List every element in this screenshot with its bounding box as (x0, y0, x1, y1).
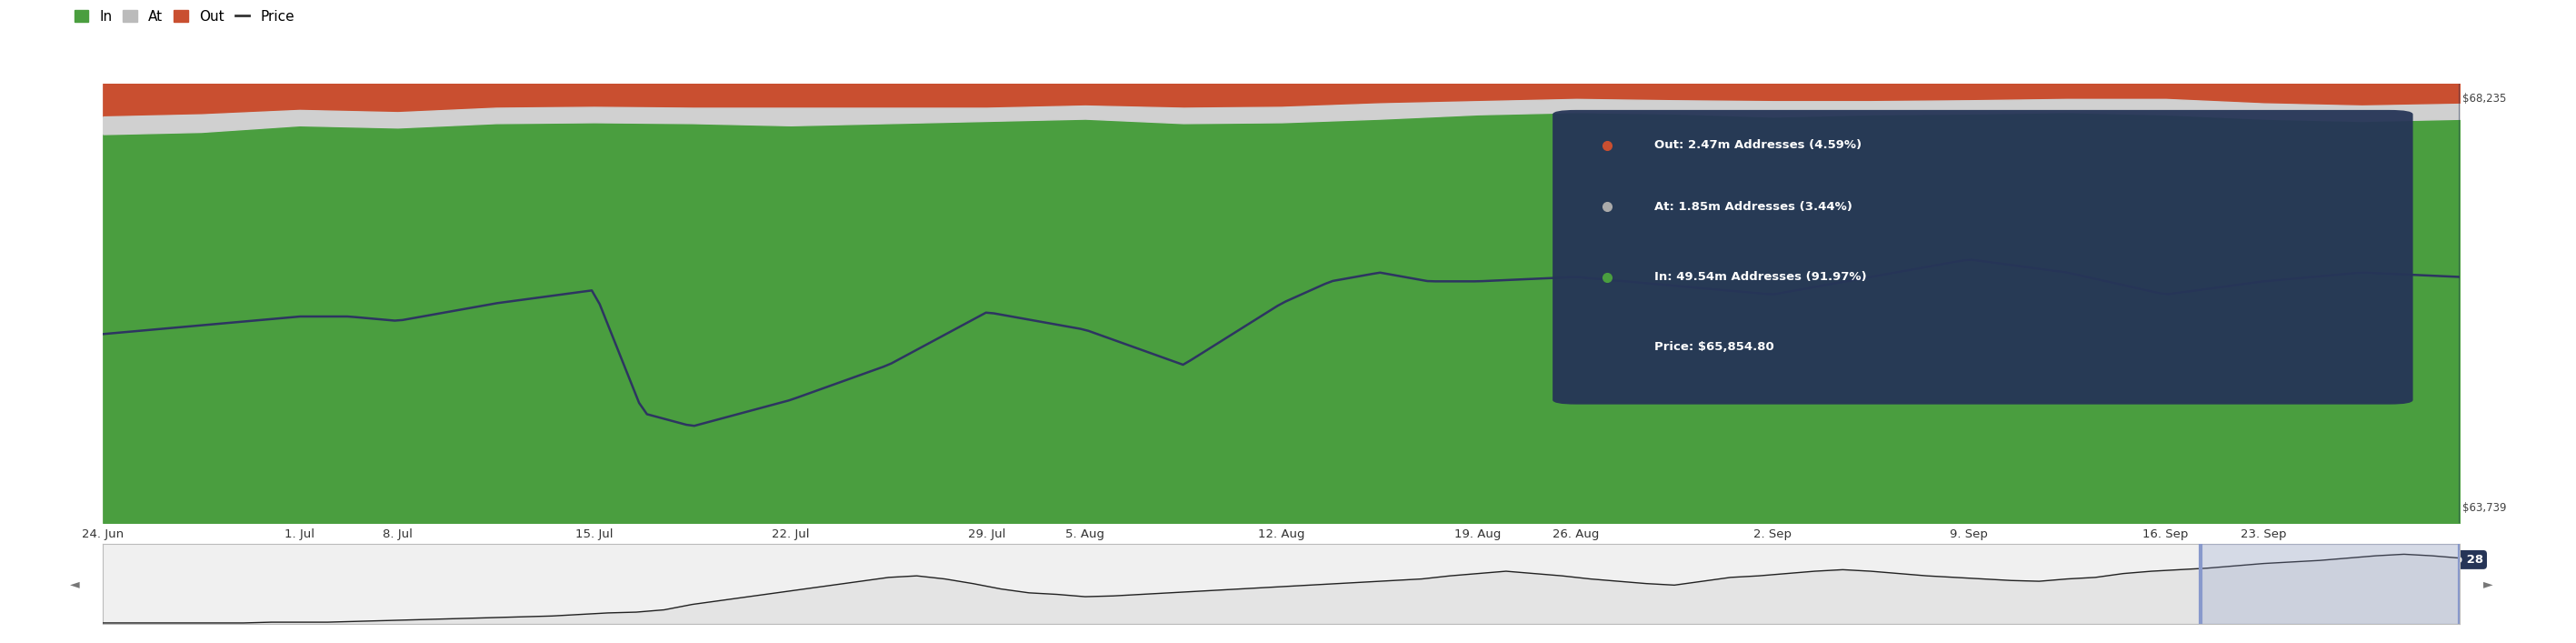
Text: At: 1.85m Addresses (3.44%): At: 1.85m Addresses (3.44%) (1654, 201, 1852, 213)
Text: $68,235: $68,235 (2463, 93, 2506, 104)
Text: ◄: ◄ (70, 577, 80, 590)
FancyBboxPatch shape (1553, 110, 2414, 404)
Text: $63,739: $63,739 (2463, 502, 2506, 514)
Legend: In, At, Out, Price: In, At, Out, Price (72, 7, 296, 26)
Text: ►: ► (2483, 577, 2494, 590)
Text: Sep 28: Sep 28 (2437, 554, 2483, 566)
Text: Price: $65,854.80: Price: $65,854.80 (1654, 341, 1775, 353)
Text: In: 49.54m Addresses (91.97%): In: 49.54m Addresses (91.97%) (1654, 271, 1868, 283)
Text: Out: 2.47m Addresses (4.59%): Out: 2.47m Addresses (4.59%) (1654, 139, 1862, 151)
Bar (2200, 544, 2460, 624)
